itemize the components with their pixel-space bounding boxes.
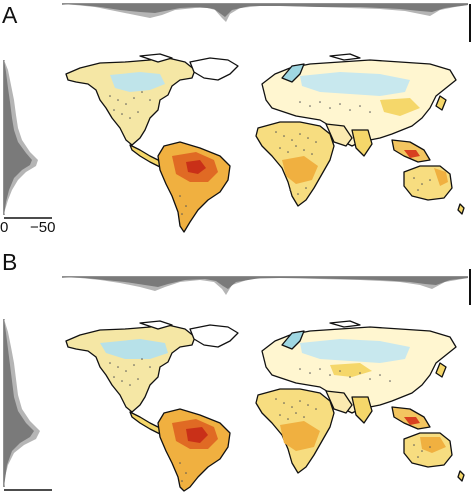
panel-label-a: A <box>2 2 18 28</box>
greenland-a <box>189 57 239 81</box>
scandinavia-a <box>281 63 305 83</box>
panel-label-b: B <box>2 249 18 275</box>
side-axis-tick-minus50: −50 <box>30 219 56 236</box>
japan-a <box>435 95 447 111</box>
greenland-b <box>189 324 239 348</box>
scandinavia-b <box>281 330 305 350</box>
world-map-a <box>65 53 465 233</box>
significance-stippling-a <box>109 91 431 215</box>
arabia-india-a <box>325 123 353 147</box>
panel-b: B <box>0 247 474 493</box>
japan-b <box>435 362 447 378</box>
top-marginal-a <box>62 3 471 42</box>
arabia-india-b <box>325 390 353 414</box>
map-figure-b <box>3 269 471 492</box>
north-america-a <box>65 57 196 146</box>
left-marginal-a <box>3 60 52 219</box>
top-marginal-b <box>62 269 471 305</box>
world-map-b <box>65 320 465 492</box>
panel-a: A <box>0 0 474 246</box>
significance-stippling-b <box>109 358 431 482</box>
map-figure-a <box>3 3 471 233</box>
north-america-b <box>65 324 196 413</box>
new-zealand-b <box>457 470 465 482</box>
left-marginal-b <box>3 319 52 491</box>
new-zealand-a <box>457 203 465 215</box>
side-axis-tick-0: 0 <box>0 219 9 236</box>
